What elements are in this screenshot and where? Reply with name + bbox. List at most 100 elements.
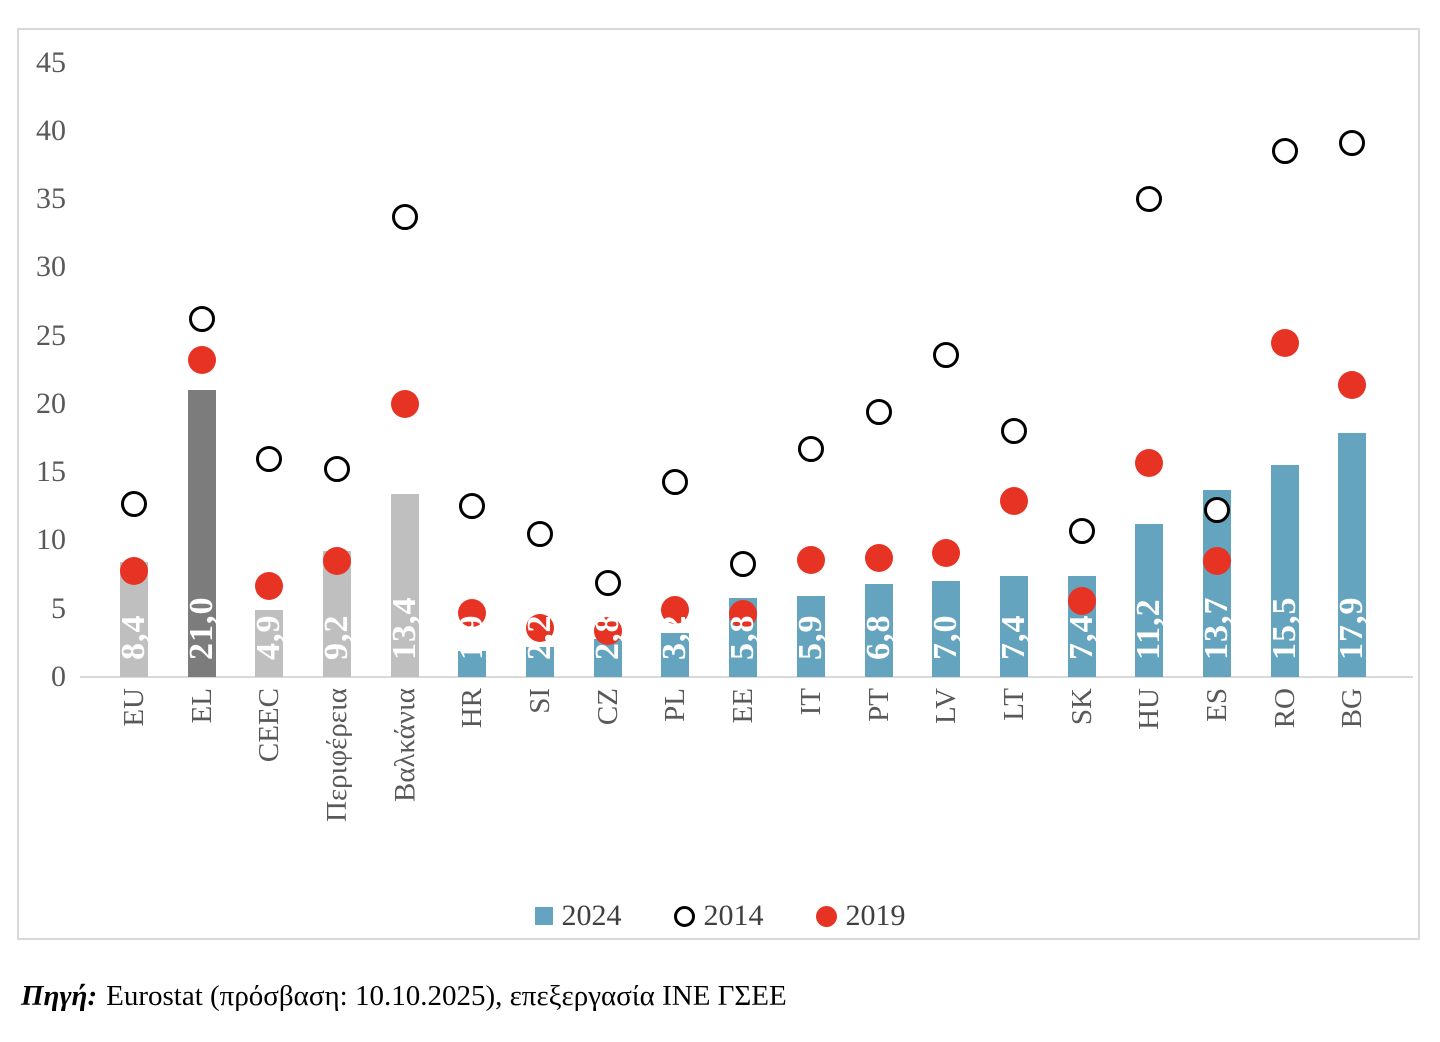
legend-label-2019: 2019: [845, 899, 906, 932]
legend-item-2019: 2019: [815, 899, 906, 933]
scatter-point-2014: [594, 569, 621, 596]
scatter-point-2014: [1271, 138, 1298, 165]
bar-value-label: 1,9: [453, 614, 491, 661]
legend-square-icon: [534, 907, 553, 925]
x-axis-label: CEEC: [253, 688, 286, 763]
x-axis-label: RO: [1268, 688, 1301, 729]
y-axis-tick-label: 45: [36, 45, 66, 79]
scatter-point-2019: [1270, 328, 1299, 357]
bar-2024: [458, 651, 487, 677]
scatter-point-2014: [730, 550, 757, 577]
bar-value-label: 17,9: [1333, 596, 1371, 661]
scatter-point-2014: [188, 306, 215, 333]
y-axis-tick-label: 0: [51, 660, 66, 693]
x-axis-label: CZ: [591, 688, 624, 726]
x-axis-label: HR: [456, 688, 489, 729]
bar-2024: [187, 390, 216, 677]
scatter-point-2019: [729, 600, 758, 629]
legend-filled-circle-icon: [815, 905, 837, 927]
source-note: Πηγή: Eurostat (πρόσβαση: 10.10.2025), επ…: [21, 980, 787, 1013]
x-axis-label: SI: [524, 688, 557, 714]
legend-label-2024: 2024: [561, 899, 622, 932]
scatter-point-2014: [662, 468, 689, 495]
bar-2024: [932, 581, 961, 677]
scatter-point-2019: [458, 598, 487, 627]
bar-2024: [864, 584, 893, 677]
scatter-point-2019: [796, 545, 825, 574]
x-axis-label: EL: [185, 688, 218, 724]
x-axis-label: IT: [794, 688, 827, 716]
bar-value-label: 7,4: [994, 614, 1032, 661]
scatter-point-2014: [256, 445, 283, 472]
y-axis-tick-label: 10: [36, 523, 66, 557]
x-axis-label: HU: [1133, 688, 1166, 730]
scatter-point-2014: [797, 435, 824, 462]
scatter-point-2019: [390, 389, 419, 418]
scatter-point-2019: [322, 546, 351, 575]
bar-value-label: 6,8: [859, 614, 897, 661]
legend: 2024 2014 2019: [0, 896, 1440, 936]
bar-value-label: 13,7: [1198, 596, 1236, 661]
bar-value-label: 15,5: [1265, 596, 1303, 661]
bar-2024: [255, 610, 284, 677]
y-axis-tick-label: 30: [36, 250, 66, 284]
scatter-point-2014: [1136, 186, 1163, 213]
bar-value-label: 11,2: [1130, 598, 1168, 660]
scatter-point-2019: [1067, 586, 1096, 615]
bar-2024: [526, 646, 555, 677]
scatter-point-2019: [119, 556, 148, 585]
legend-item-2014: 2014: [673, 899, 764, 933]
scatter-point-2019: [999, 486, 1028, 515]
scatter-point-2019: [187, 346, 216, 375]
scatter-point-2014: [323, 456, 350, 483]
x-axis-label: SK: [1065, 688, 1098, 726]
bar-value-label: 9,2: [317, 614, 355, 661]
scatter-point-2014: [1204, 497, 1231, 524]
scatter-point-2019: [1338, 370, 1367, 399]
scatter-point-2014: [1000, 418, 1027, 445]
bar-2024: [661, 633, 690, 677]
bar-2024: [1338, 432, 1367, 677]
y-axis-tick-label: 40: [36, 113, 66, 147]
y-axis-tick-label: 35: [36, 182, 66, 216]
scatter-point-2014: [1339, 130, 1366, 157]
scatter-point-2019: [864, 544, 893, 573]
x-axis-label: EU: [117, 688, 150, 727]
bar-2024: [999, 575, 1028, 677]
source-text: Eurostat (πρόσβαση: 10.10.2025), επεξεργ…: [106, 980, 787, 1012]
bar-2024: [390, 494, 419, 677]
y-axis-tick-label: 25: [36, 318, 66, 352]
x-axis-label: PL: [659, 688, 692, 722]
bar-2024: [1270, 465, 1299, 677]
scatter-point-2019: [661, 596, 690, 625]
scatter-point-2019: [1203, 546, 1232, 575]
bar-2024: [1135, 524, 1164, 677]
scatter-point-2014: [933, 341, 960, 368]
scatter-point-2014: [527, 520, 554, 547]
bar-value-label: 5,8: [724, 614, 762, 661]
x-axis-label: BG: [1336, 688, 1369, 729]
scatter-point-2014: [865, 399, 892, 426]
scatter-point-2019: [1135, 448, 1164, 477]
x-axis-label: EE: [727, 688, 760, 724]
bar-2024: [593, 638, 622, 677]
bar-value-label: 2,8: [588, 614, 626, 661]
scatter-point-2014: [459, 493, 486, 520]
y-axis-tick-label: 15: [36, 455, 66, 489]
scatter-point-2019: [526, 613, 555, 642]
x-axis-label: Βαλκάνια: [388, 688, 421, 803]
y-axis-tick-label: 5: [51, 591, 66, 625]
legend-hollow-circle-icon: [673, 905, 695, 927]
y-axis-tick-label: 20: [36, 386, 66, 420]
bar-value-label: 4,9: [250, 614, 288, 661]
chart-frame: [17, 28, 1420, 940]
x-axis-label: Περιφέρεια: [320, 688, 353, 822]
scatter-point-2019: [932, 538, 961, 567]
scatter-point-2014: [120, 490, 147, 517]
bar-value-label: 5,9: [791, 614, 829, 661]
x-axis-label: ES: [1201, 688, 1234, 722]
bar-value-label: 21,0: [182, 596, 220, 661]
bar-value-label: 8,4: [114, 614, 152, 661]
bar-value-label: 7,0: [927, 614, 965, 661]
x-axis-label: PT: [862, 688, 895, 722]
